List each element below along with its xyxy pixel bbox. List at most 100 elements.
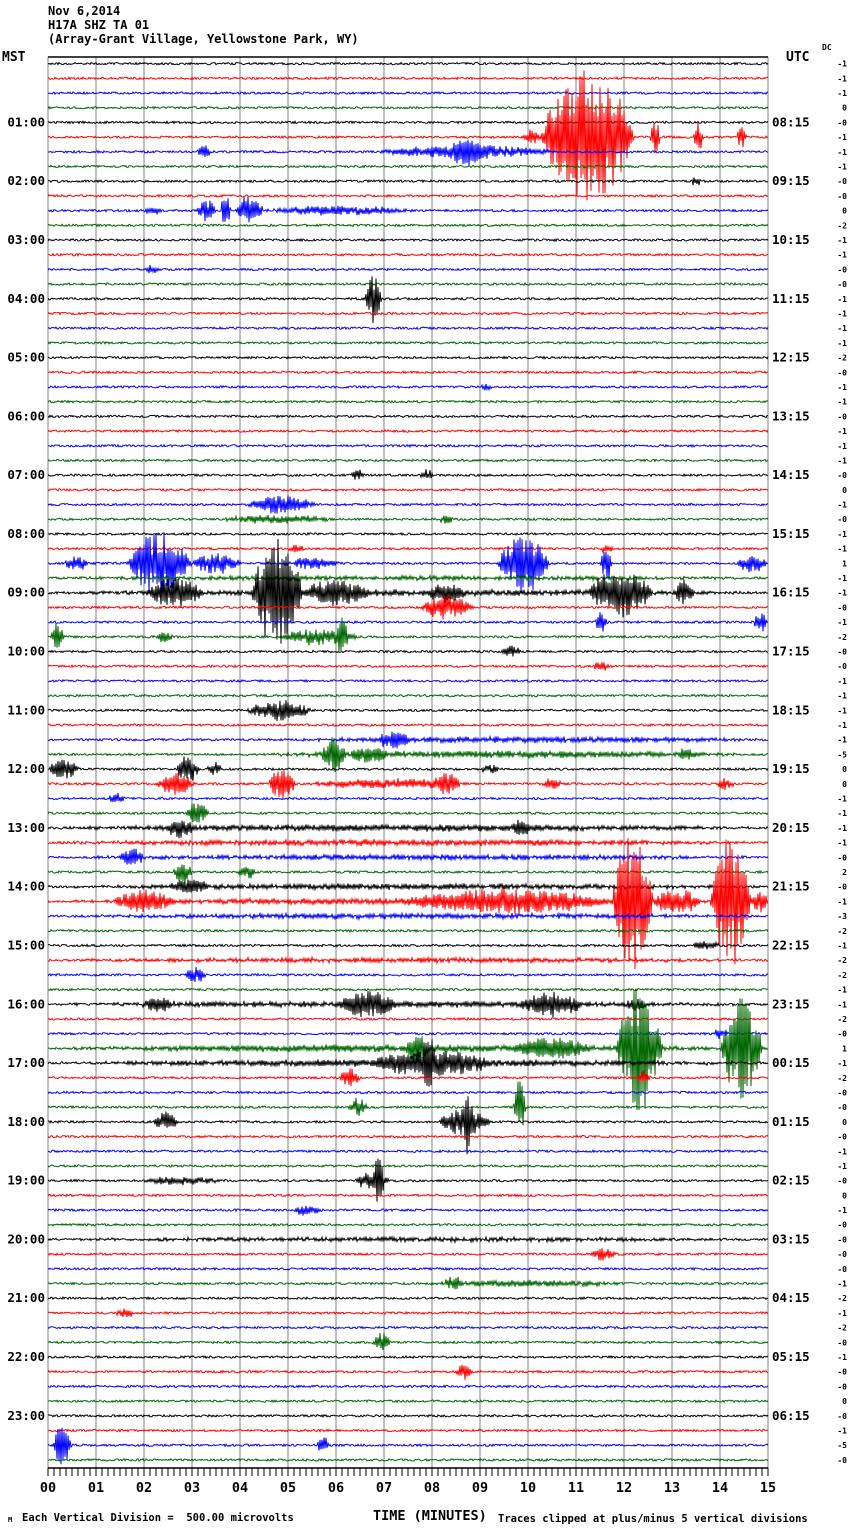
x-tick-label: 11 xyxy=(568,1480,584,1496)
dc-offset-value: -0 xyxy=(837,471,847,480)
dc-offset-value: -0 xyxy=(837,1133,847,1142)
dc-offset-value: -1 xyxy=(837,427,847,436)
trace-row-black xyxy=(47,700,769,721)
dc-offset-value: -1 xyxy=(837,706,847,715)
dc-offset-value: -5 xyxy=(837,1441,847,1450)
dc-offset-value: -1 xyxy=(837,295,847,304)
dc-offset-value: 0 xyxy=(842,780,847,789)
x-tick-label: 06 xyxy=(328,1480,344,1496)
utc-hour-label: 13:15 xyxy=(772,408,810,423)
trace-row-black xyxy=(47,991,769,1018)
trace-row-green xyxy=(47,928,769,933)
x-tick-label: 10 xyxy=(520,1480,536,1496)
mst-hour-label: 07:00 xyxy=(7,467,45,482)
mst-hour-label: 16:00 xyxy=(7,996,45,1011)
mst-hour-label: 04:00 xyxy=(7,291,45,306)
trace-row-green xyxy=(47,1163,769,1169)
trace-row-green xyxy=(47,693,769,698)
dc-column-header: DC xyxy=(822,43,832,52)
dc-offset-value: -0 xyxy=(837,1412,847,1421)
mst-hour-label: 11:00 xyxy=(7,702,45,717)
trace-row-blue xyxy=(47,1149,769,1154)
trace-row-blue xyxy=(47,532,769,594)
dc-offset-value: -5 xyxy=(837,750,847,759)
trace-row-red xyxy=(47,1308,769,1318)
utc-hour-label: 11:15 xyxy=(772,291,810,306)
dc-offset-value: -0 xyxy=(837,1250,847,1259)
mst-hour-label: 21:00 xyxy=(7,1290,45,1305)
dc-offset-value: -1 xyxy=(837,383,847,392)
trace-row-black xyxy=(47,1296,769,1301)
dc-offset-value: -1 xyxy=(837,736,847,745)
trace-row-blue xyxy=(47,1325,769,1330)
utc-hour-label: 09:15 xyxy=(772,173,810,188)
dc-offset-value: -3 xyxy=(837,912,847,921)
dc-offset-value: -1 xyxy=(837,324,847,333)
dc-offset-value: 0 xyxy=(842,1191,847,1200)
mst-hour-label: 22:00 xyxy=(7,1349,45,1364)
utc-hour-label: 19:15 xyxy=(772,761,810,776)
dc-offset-value: -1 xyxy=(837,501,847,510)
dc-offset-value: -1 xyxy=(837,677,847,686)
x-tick-label: 12 xyxy=(616,1480,632,1496)
dc-offset-value: -1 xyxy=(837,60,847,69)
mst-hour-label: 17:00 xyxy=(7,1055,45,1070)
mst-hour-label: 19:00 xyxy=(7,1173,45,1188)
trace-row-red xyxy=(47,76,769,81)
trace-row-red xyxy=(47,838,769,848)
dc-offset-value: -1 xyxy=(837,545,847,554)
trace-row-green xyxy=(47,105,769,110)
utc-hour-label: 22:15 xyxy=(772,937,810,952)
trace-row-green xyxy=(47,1081,769,1126)
dc-offset-value: -2 xyxy=(837,221,847,230)
dc-offset-value: -1 xyxy=(837,1059,847,1068)
dc-offset-value: -0 xyxy=(837,853,847,862)
dc-offset-value: -0 xyxy=(837,412,847,421)
trace-row-black xyxy=(47,61,769,66)
utc-hour-label: 04:15 xyxy=(772,1290,810,1305)
trace-row-black xyxy=(47,940,769,950)
dc-offset-value: -1 xyxy=(837,809,847,818)
dc-offset-value: -1 xyxy=(837,398,847,407)
utc-hour-label: 02:15 xyxy=(772,1173,810,1188)
dc-offset-value: -1 xyxy=(837,1309,847,1318)
x-tick-label: 15 xyxy=(760,1480,776,1496)
dc-offset-value: -0 xyxy=(837,1368,847,1377)
trace-row-blue xyxy=(47,139,769,166)
x-tick-label: 14 xyxy=(712,1480,728,1496)
trace-row-green xyxy=(47,281,769,287)
dc-offset-value: -2 xyxy=(837,971,847,980)
mst-hour-label: 12:00 xyxy=(7,761,45,776)
dc-offset-value: -0 xyxy=(837,1382,847,1391)
trace-row-red xyxy=(47,595,769,620)
trace-row-green xyxy=(47,988,769,1111)
trace-row-blue xyxy=(47,1384,769,1389)
trace-row-green xyxy=(47,164,769,169)
dc-offset-value: -2 xyxy=(837,956,847,965)
x-tick-label: 05 xyxy=(280,1480,296,1496)
dc-offset-value: -2 xyxy=(837,927,847,936)
trace-row-red xyxy=(47,428,769,434)
dc-offset-value: -0 xyxy=(837,883,847,892)
mst-hour-label: 23:00 xyxy=(7,1408,45,1423)
dc-offset-value: -1 xyxy=(837,456,847,465)
dc-offset-value: -1 xyxy=(837,1147,847,1156)
x-tick-label: 07 xyxy=(376,1480,392,1496)
right-timezone-label: UTC xyxy=(786,50,810,65)
dc-offset-value: -1 xyxy=(837,162,847,171)
utc-hour-label: 15:15 xyxy=(772,526,810,541)
utc-hour-label: 14:15 xyxy=(772,467,810,482)
trace-row-black xyxy=(47,469,769,480)
trace-row-black xyxy=(47,819,769,839)
x-tick-label: 13 xyxy=(664,1480,680,1496)
x-tick-label: 02 xyxy=(136,1480,152,1496)
dc-offset-value: -1 xyxy=(837,692,847,701)
dc-offset-value: -0 xyxy=(837,1338,847,1347)
x-tick-label: 09 xyxy=(472,1480,488,1496)
trace-row-red xyxy=(47,770,769,800)
utc-hour-label: 20:15 xyxy=(772,820,810,835)
dc-offset-value: 0 xyxy=(842,207,847,216)
trace-row-black xyxy=(47,1039,769,1087)
mst-hour-label: 20:00 xyxy=(7,1231,45,1246)
